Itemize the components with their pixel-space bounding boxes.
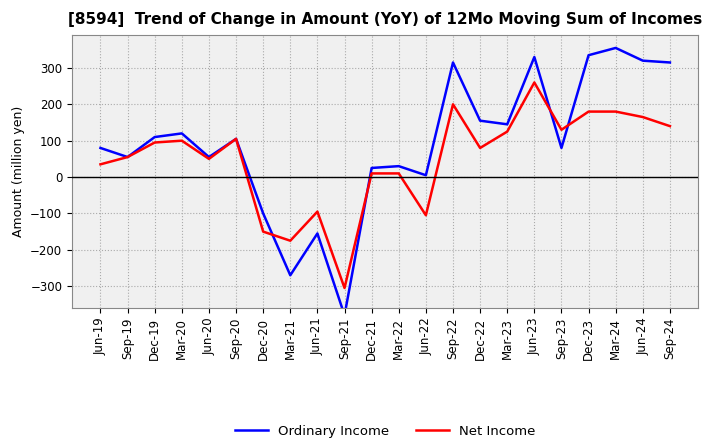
Ordinary Income [476, 118, 485, 123]
Line: Ordinary Income: Ordinary Income [101, 48, 670, 315]
Ordinary Income [150, 134, 159, 139]
Ordinary Income [584, 52, 593, 58]
Ordinary Income [313, 231, 322, 236]
Net Income [367, 171, 376, 176]
Ordinary Income [449, 60, 457, 65]
Net Income [611, 109, 620, 114]
Net Income [395, 171, 403, 176]
Ordinary Income [123, 154, 132, 160]
Net Income [123, 154, 132, 160]
Ordinary Income [503, 122, 511, 127]
Net Income [530, 80, 539, 85]
Ordinary Income [178, 131, 186, 136]
Net Income [204, 156, 213, 161]
Net Income [476, 145, 485, 150]
Y-axis label: Amount (million yen): Amount (million yen) [12, 106, 24, 237]
Ordinary Income [395, 164, 403, 169]
Net Income [178, 138, 186, 143]
Ordinary Income [611, 45, 620, 51]
Ordinary Income [286, 273, 294, 278]
Net Income [557, 127, 566, 132]
Net Income [341, 286, 349, 291]
Ordinary Income [259, 211, 268, 216]
Net Income [665, 124, 674, 129]
Title: [8594]  Trend of Change in Amount (YoY) of 12Mo Moving Sum of Incomes: [8594] Trend of Change in Amount (YoY) o… [68, 12, 702, 27]
Net Income [639, 114, 647, 120]
Ordinary Income [341, 313, 349, 318]
Net Income [232, 136, 240, 142]
Net Income [96, 161, 105, 167]
Net Income [449, 102, 457, 107]
Net Income [421, 213, 430, 218]
Net Income [150, 140, 159, 145]
Ordinary Income [665, 60, 674, 65]
Ordinary Income [96, 145, 105, 150]
Net Income [584, 109, 593, 114]
Ordinary Income [639, 58, 647, 63]
Net Income [503, 129, 511, 134]
Net Income [313, 209, 322, 214]
Line: Net Income: Net Income [101, 82, 670, 288]
Net Income [259, 229, 268, 234]
Ordinary Income [421, 172, 430, 178]
Ordinary Income [232, 136, 240, 142]
Legend: Ordinary Income, Net Income: Ordinary Income, Net Income [230, 420, 541, 440]
Ordinary Income [557, 145, 566, 150]
Ordinary Income [530, 55, 539, 60]
Ordinary Income [367, 165, 376, 171]
Net Income [286, 238, 294, 243]
Ordinary Income [204, 154, 213, 160]
